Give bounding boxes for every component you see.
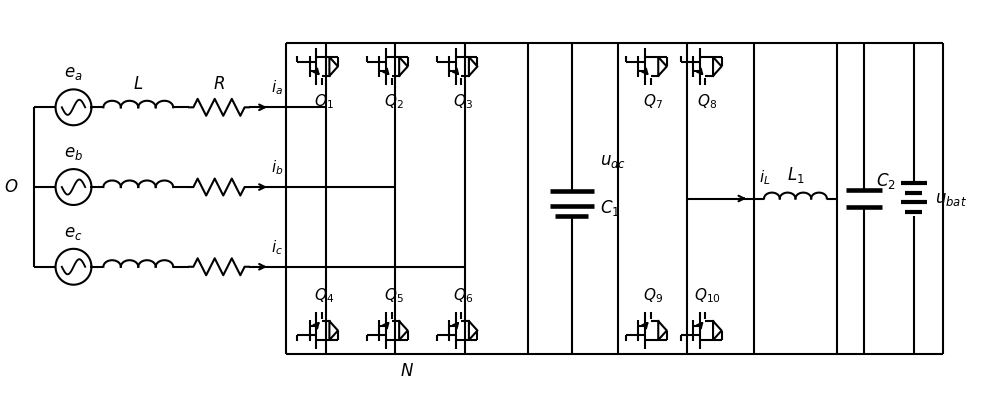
Text: $Q_7$: $Q_7$ [643, 93, 663, 111]
Text: $C_1$: $C_1$ [600, 198, 620, 218]
Text: $Q_9$: $Q_9$ [643, 286, 663, 304]
Text: $Q_5$: $Q_5$ [384, 286, 403, 304]
Text: $Q_6$: $Q_6$ [453, 286, 473, 304]
Text: $e_c$: $e_c$ [64, 224, 83, 242]
Text: $Q_1$: $Q_1$ [314, 93, 334, 111]
Text: $e_b$: $e_b$ [64, 144, 83, 162]
Text: $R$: $R$ [213, 75, 225, 93]
Text: $i_c$: $i_c$ [271, 238, 283, 257]
Text: $Q_8$: $Q_8$ [697, 93, 717, 111]
Text: $u_{dc}$: $u_{dc}$ [600, 152, 626, 170]
Text: $i_L$: $i_L$ [759, 168, 771, 187]
Text: $O$: $O$ [4, 178, 19, 196]
Text: $Q_4$: $Q_4$ [314, 286, 334, 304]
Text: $Q_2$: $Q_2$ [384, 93, 403, 111]
Text: $N$: $N$ [400, 362, 414, 380]
Text: $u_{bat}$: $u_{bat}$ [935, 189, 967, 208]
Text: $C_2$: $C_2$ [876, 171, 896, 191]
Text: $L$: $L$ [133, 75, 143, 93]
Text: $i_b$: $i_b$ [271, 158, 283, 177]
Text: $Q_{10}$: $Q_{10}$ [694, 286, 721, 304]
Text: $Q_3$: $Q_3$ [453, 93, 473, 111]
Text: $i_a$: $i_a$ [271, 79, 283, 97]
Text: $e_a$: $e_a$ [64, 64, 83, 83]
Text: $L_1$: $L_1$ [787, 164, 804, 185]
